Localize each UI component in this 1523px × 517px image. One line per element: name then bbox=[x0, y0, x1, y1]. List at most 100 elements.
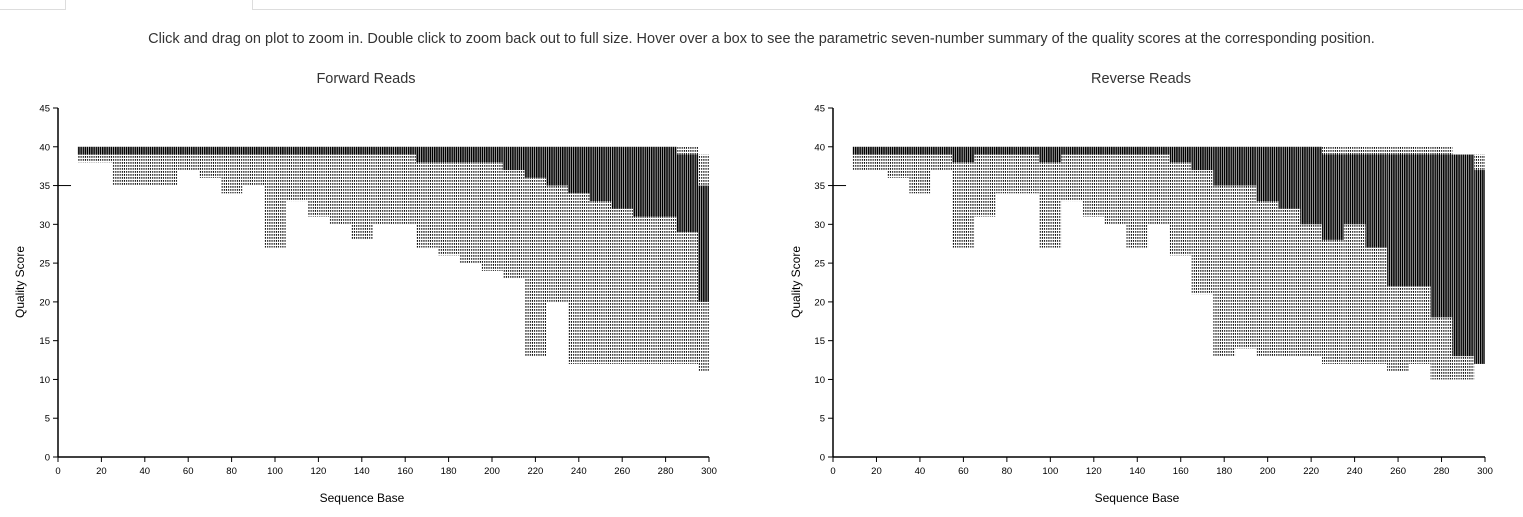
box-position-250[interactable] bbox=[589, 146, 612, 364]
box-position-210[interactable] bbox=[502, 146, 525, 279]
box-position-250[interactable] bbox=[1365, 146, 1388, 364]
box-position-70[interactable] bbox=[199, 146, 221, 178]
box[interactable] bbox=[633, 146, 655, 217]
box-position-140[interactable] bbox=[1126, 146, 1149, 248]
box[interactable] bbox=[1343, 154, 1366, 225]
box-position-220[interactable] bbox=[1300, 146, 1322, 357]
box[interactable] bbox=[546, 146, 568, 186]
box[interactable] bbox=[1082, 146, 1105, 155]
box[interactable] bbox=[77, 146, 91, 155]
box-position-110[interactable] bbox=[1061, 146, 1083, 202]
box[interactable] bbox=[459, 146, 482, 163]
box-position-50[interactable] bbox=[930, 146, 953, 171]
box[interactable] bbox=[437, 146, 460, 163]
box[interactable] bbox=[155, 146, 178, 155]
box-position-40[interactable] bbox=[909, 146, 931, 194]
box-position-200[interactable] bbox=[1256, 146, 1279, 357]
reverse-reads-plot[interactable]: Reverse Reads Sequence Base Quality Scor… bbox=[789, 71, 1493, 505]
forward-reads-plot[interactable]: Forward Reads Sequence Base Quality Scor… bbox=[13, 71, 717, 505]
box[interactable] bbox=[220, 146, 243, 155]
box[interactable] bbox=[133, 146, 156, 155]
box[interactable] bbox=[90, 146, 113, 155]
box-position-180[interactable] bbox=[437, 146, 460, 256]
box[interactable] bbox=[1061, 146, 1083, 155]
box-position-80[interactable] bbox=[220, 146, 243, 194]
box-position-200[interactable] bbox=[481, 146, 503, 271]
box-position-180[interactable] bbox=[1213, 146, 1236, 357]
box-position-100[interactable] bbox=[264, 146, 286, 248]
box[interactable] bbox=[1430, 154, 1453, 318]
box-position-160[interactable] bbox=[394, 146, 417, 225]
box-position-90[interactable] bbox=[242, 146, 265, 186]
box[interactable] bbox=[502, 146, 525, 171]
box[interactable] bbox=[1408, 154, 1431, 287]
box-position-40[interactable] bbox=[133, 146, 156, 186]
box[interactable] bbox=[1278, 146, 1301, 209]
box-position-120[interactable] bbox=[307, 146, 330, 217]
box-position-90[interactable] bbox=[1017, 146, 1040, 194]
box-position-240[interactable] bbox=[1343, 146, 1366, 364]
box[interactable] bbox=[852, 146, 866, 155]
box-position-190[interactable] bbox=[459, 146, 482, 264]
box-position-290[interactable] bbox=[676, 146, 699, 364]
box-position-170[interactable] bbox=[416, 146, 438, 248]
box[interactable] bbox=[242, 146, 265, 155]
box[interactable] bbox=[1452, 154, 1475, 357]
box[interactable] bbox=[1300, 146, 1322, 225]
box[interactable] bbox=[1191, 146, 1214, 171]
box-position-100[interactable] bbox=[1039, 146, 1062, 248]
box-position-240[interactable] bbox=[567, 146, 590, 364]
box[interactable] bbox=[1017, 146, 1040, 155]
box[interactable] bbox=[1387, 154, 1409, 287]
box[interactable] bbox=[1256, 146, 1279, 202]
box[interactable] bbox=[524, 146, 547, 178]
box-position-170[interactable] bbox=[1191, 146, 1214, 295]
box[interactable] bbox=[1148, 146, 1170, 155]
box-position-280[interactable] bbox=[654, 146, 677, 364]
box-position-160[interactable] bbox=[1169, 146, 1192, 256]
box[interactable] bbox=[177, 146, 200, 155]
box-position-290[interactable] bbox=[1452, 154, 1475, 380]
box-position-150[interactable] bbox=[372, 146, 395, 225]
box[interactable] bbox=[698, 185, 709, 302]
box[interactable] bbox=[611, 146, 634, 209]
tab-right[interactable] bbox=[252, 0, 1523, 10]
box-position-30[interactable] bbox=[887, 146, 910, 178]
box-position-190[interactable] bbox=[1235, 146, 1257, 349]
box[interactable] bbox=[1126, 146, 1149, 155]
box[interactable] bbox=[1235, 146, 1257, 186]
box-position-260[interactable] bbox=[611, 146, 634, 364]
box[interactable] bbox=[887, 146, 910, 155]
box-position-270[interactable] bbox=[633, 146, 655, 364]
box[interactable] bbox=[112, 146, 134, 155]
box[interactable] bbox=[1365, 154, 1388, 248]
box[interactable] bbox=[974, 146, 996, 155]
box[interactable] bbox=[1213, 146, 1236, 186]
box-position-80[interactable] bbox=[996, 146, 1018, 194]
box-position-150[interactable] bbox=[1148, 146, 1170, 225]
box[interactable] bbox=[996, 146, 1018, 155]
box-position-30[interactable] bbox=[112, 146, 134, 186]
box-position-10[interactable] bbox=[77, 146, 91, 163]
box[interactable] bbox=[930, 146, 953, 155]
box[interactable] bbox=[1169, 146, 1192, 163]
box-position-230[interactable] bbox=[1322, 146, 1344, 364]
box-position-280[interactable] bbox=[1430, 146, 1453, 380]
box-position-270[interactable] bbox=[1408, 146, 1431, 364]
box[interactable] bbox=[481, 146, 503, 163]
box[interactable] bbox=[589, 146, 612, 202]
box[interactable] bbox=[285, 146, 308, 155]
box-position-140[interactable] bbox=[350, 146, 373, 240]
box-position-220[interactable] bbox=[524, 146, 547, 357]
box-position-130[interactable] bbox=[329, 146, 351, 225]
box[interactable] bbox=[865, 146, 888, 155]
box[interactable] bbox=[952, 146, 975, 163]
box-position-70[interactable] bbox=[974, 146, 996, 217]
box[interactable] bbox=[394, 146, 417, 155]
box[interactable] bbox=[1474, 170, 1485, 364]
box[interactable] bbox=[307, 146, 330, 155]
box-position-20[interactable] bbox=[90, 146, 113, 163]
box[interactable] bbox=[1104, 146, 1127, 155]
box-position-300[interactable] bbox=[698, 154, 709, 372]
